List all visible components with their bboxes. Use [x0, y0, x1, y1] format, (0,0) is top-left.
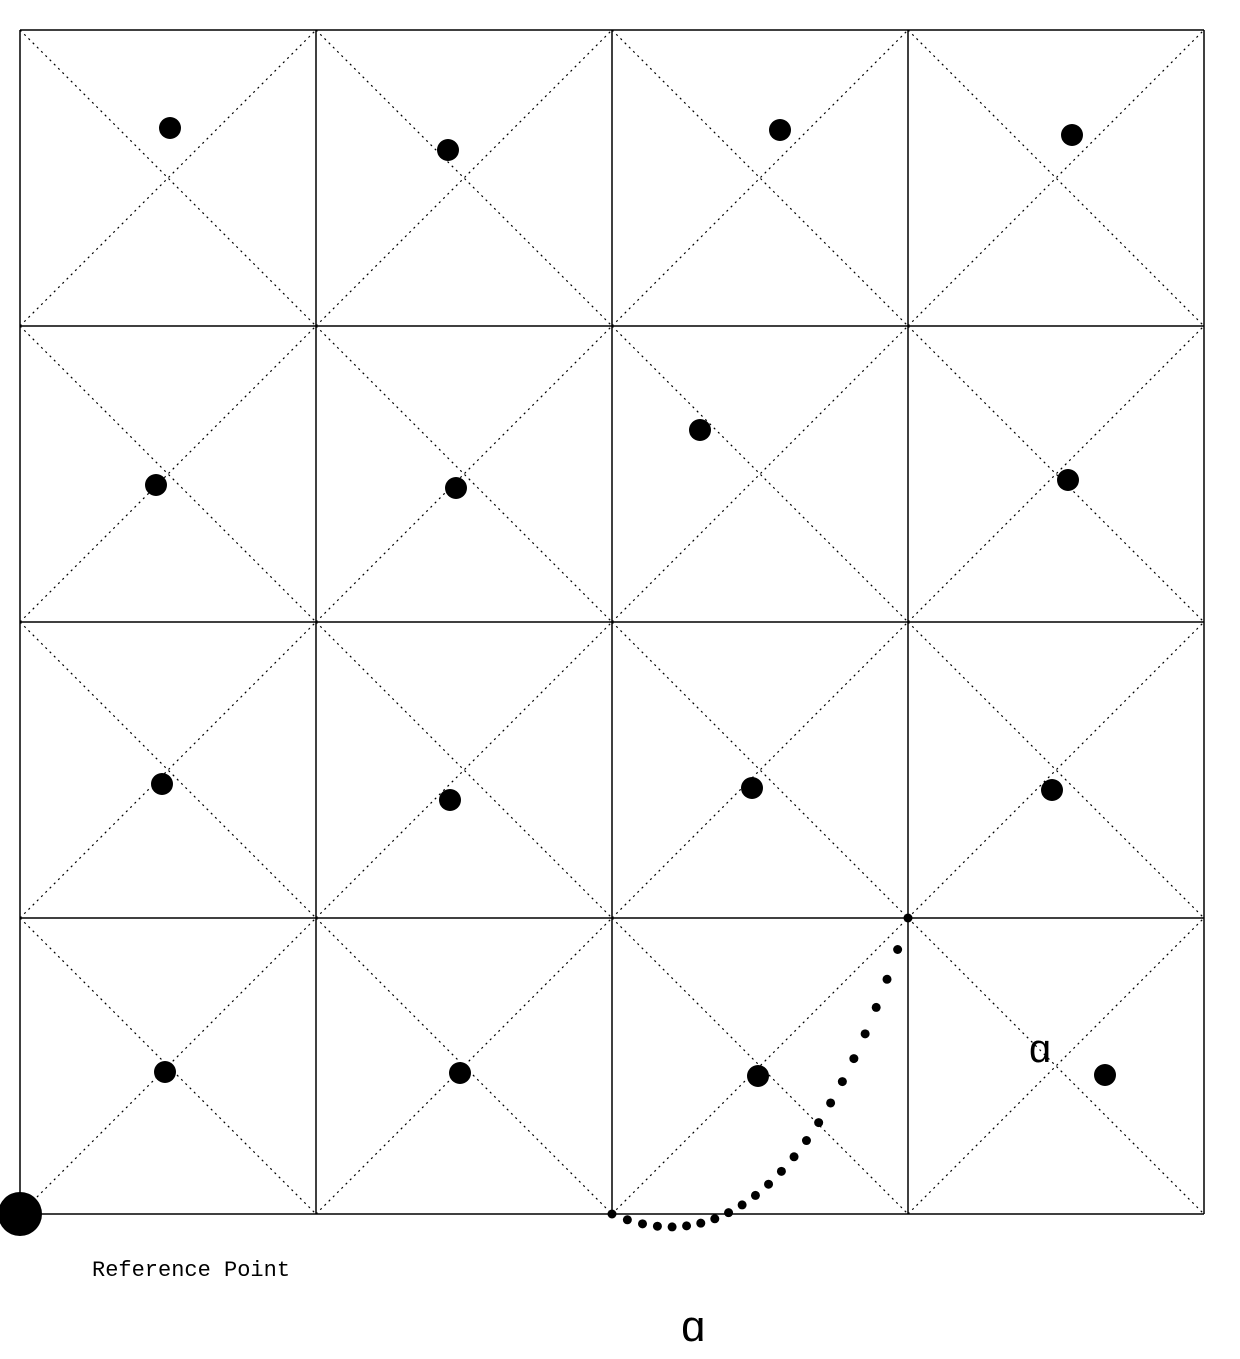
- reference-point-label: Reference Point: [92, 1258, 290, 1283]
- lattice-nodes: [145, 117, 1116, 1087]
- lattice-svg: [0, 0, 1240, 1359]
- alpha-label-bottom: ɑ: [680, 1305, 706, 1355]
- alpha-label-cell: ɑ: [1028, 1030, 1052, 1075]
- reference-point: [0, 1192, 42, 1236]
- diagram-canvas: Reference Point ɑ ɑ: [0, 0, 1240, 1359]
